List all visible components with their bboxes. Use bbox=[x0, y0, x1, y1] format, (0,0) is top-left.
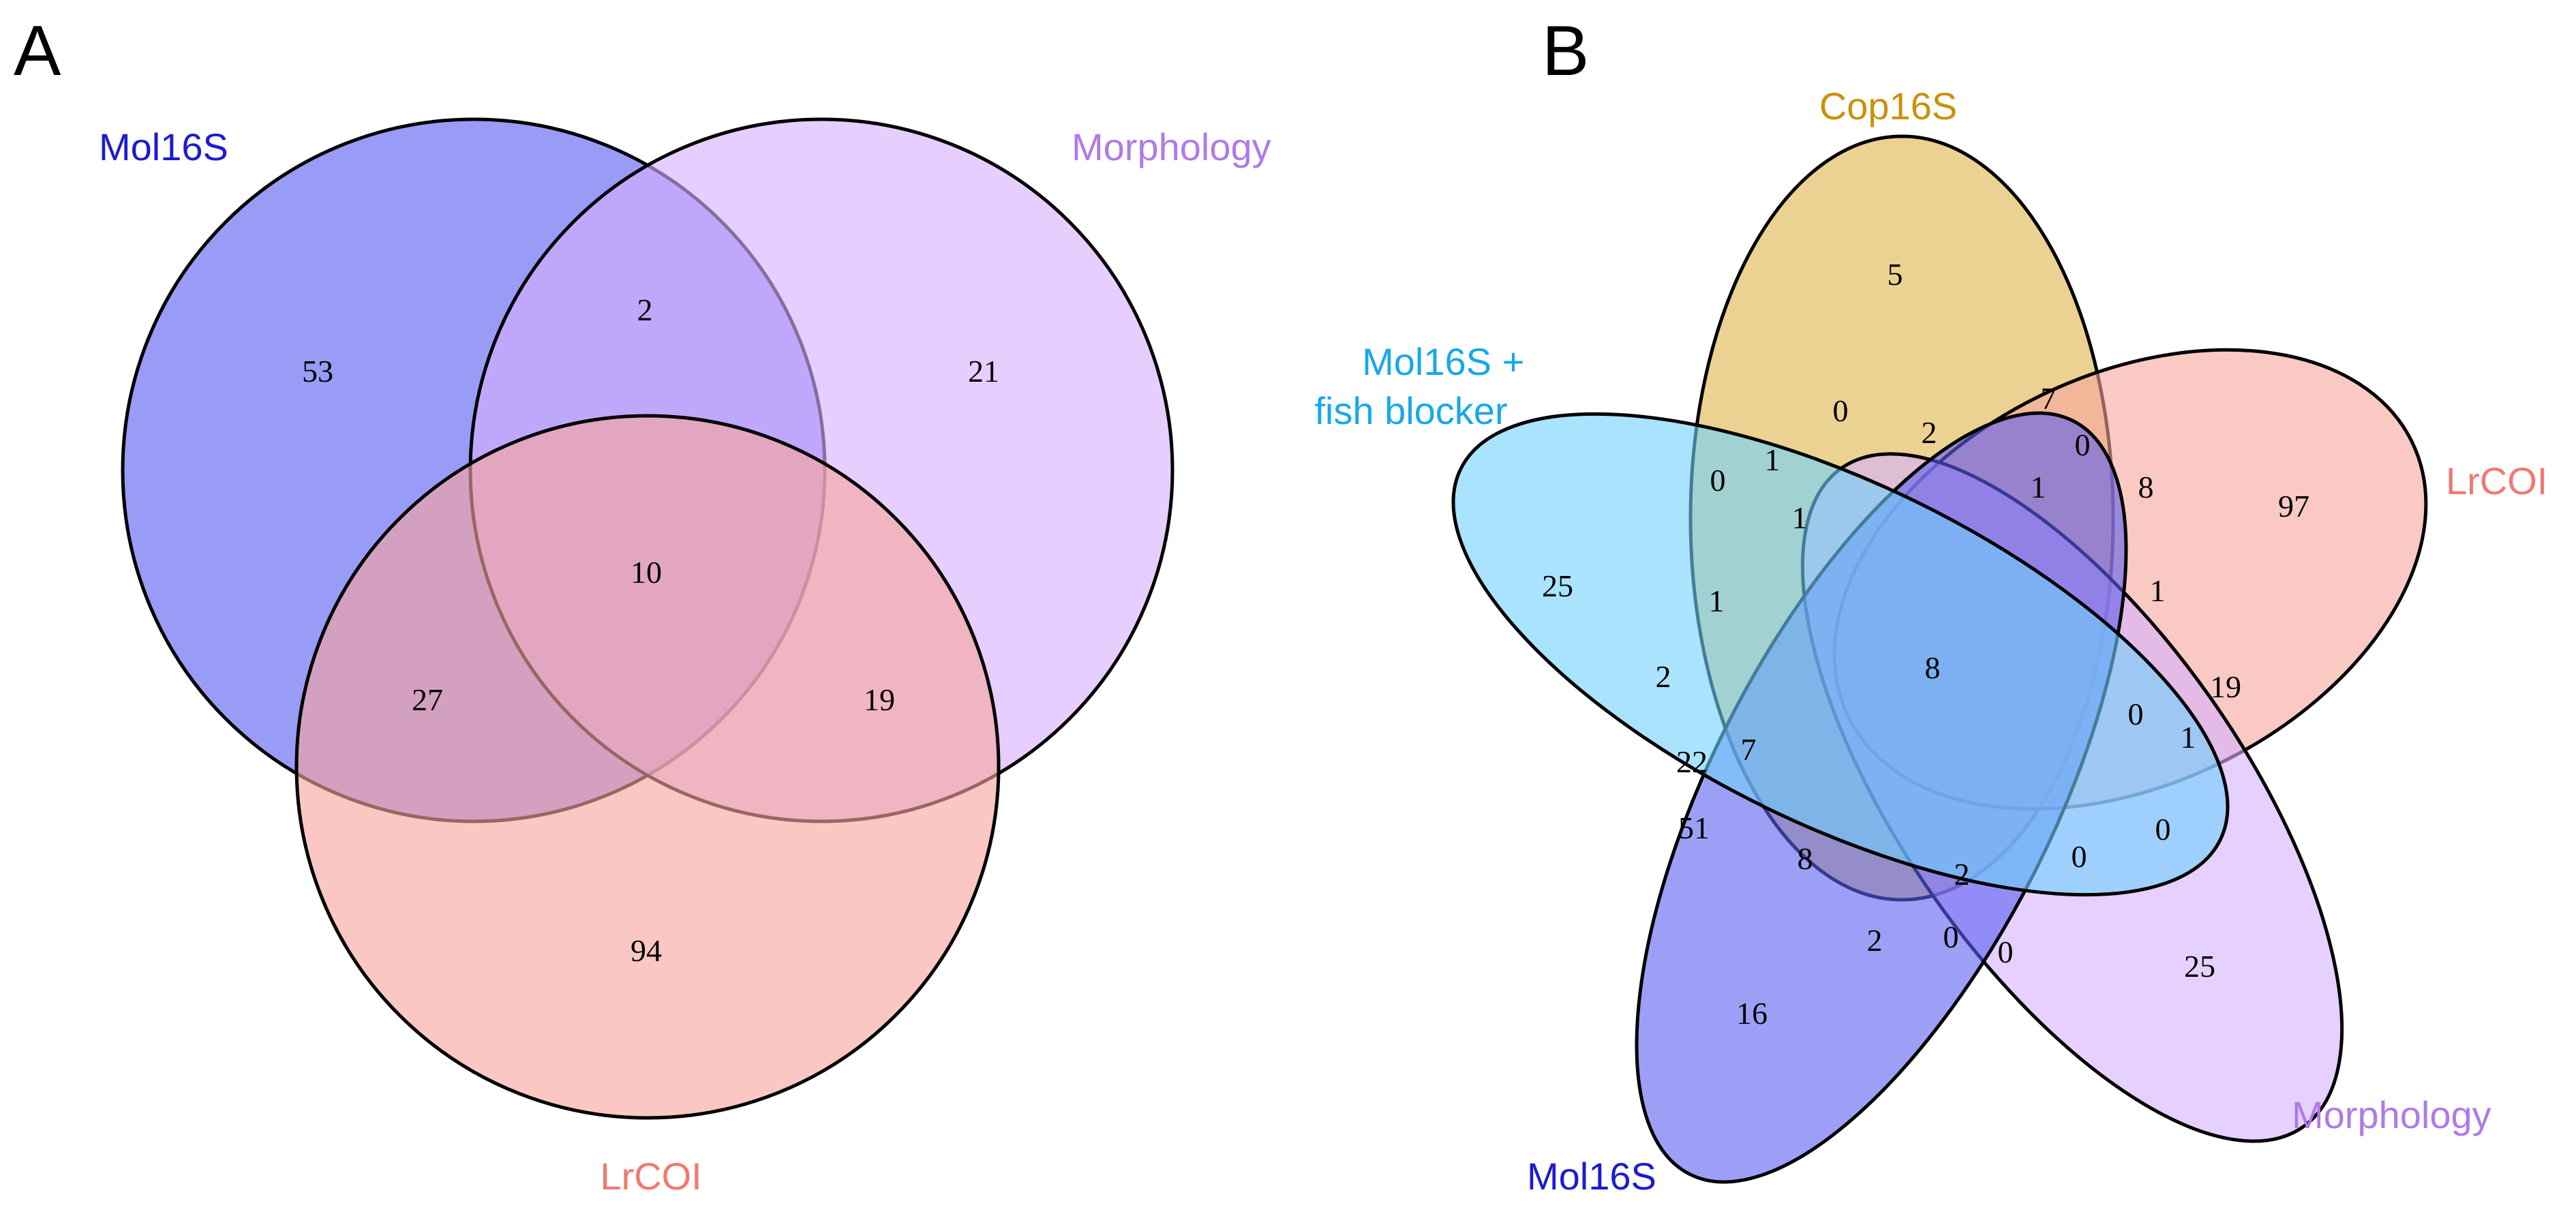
region-count: 97 bbox=[2278, 489, 2309, 523]
region-count: 25 bbox=[2184, 949, 2215, 984]
set-ellipse-mol16s-fish-blocker bbox=[1451, 412, 2230, 897]
region-count: 1 bbox=[1792, 500, 1808, 535]
region-count: 51 bbox=[1678, 810, 1710, 845]
region-count: 1 bbox=[2150, 573, 2166, 608]
set-label-mol16s-fish-blocker-line2: fish blocker bbox=[1314, 389, 1507, 432]
region-count: 0 bbox=[1998, 935, 2014, 969]
region-count: 0 bbox=[1833, 393, 1849, 428]
region-count: 1 bbox=[1765, 442, 1781, 477]
region-count: 8 bbox=[1925, 650, 1941, 685]
region-count: 1 bbox=[1709, 583, 1725, 618]
region-count: 22 bbox=[1676, 744, 1708, 779]
count-morphology-lrcoi: 19 bbox=[864, 682, 895, 717]
region-count: 0 bbox=[1710, 463, 1726, 498]
set-label-cop16s: Cop16S bbox=[1819, 85, 1957, 127]
panel-a: A Mol16S Morphology LrCOI 53 21 2 10 27 … bbox=[14, 12, 1271, 1198]
panel-b: B Cop16S LrCOI Morphology Mol16S Mol16S … bbox=[1314, 12, 2547, 1198]
panel-b-letter: B bbox=[1542, 12, 1589, 91]
region-count: 0 bbox=[2155, 812, 2171, 847]
panel-a-letter: A bbox=[14, 12, 61, 91]
set-label-mol16s-fish-blocker: Mol16S + fish blocker bbox=[1314, 340, 1534, 432]
region-count: 0 bbox=[1943, 920, 1959, 954]
region-count: 1 bbox=[2181, 720, 2196, 755]
region-count: 0 bbox=[2128, 697, 2144, 731]
set-label-lrcoi-b: LrCOI bbox=[2446, 459, 2547, 502]
set-label-lrcoi: LrCOI bbox=[600, 1155, 701, 1198]
set-circle-lrcoi bbox=[294, 414, 1001, 1120]
region-count: 7 bbox=[2041, 381, 2057, 416]
count-all-three: 10 bbox=[631, 555, 662, 590]
region-count: 2 bbox=[1867, 923, 1883, 958]
region-count: 19 bbox=[2210, 669, 2241, 704]
region-count: 16 bbox=[1736, 996, 1768, 1031]
region-count: 8 bbox=[2138, 470, 2154, 504]
count-mol16s-morphology: 2 bbox=[637, 292, 653, 327]
region-count: 5 bbox=[1888, 257, 1903, 292]
region-count: 0 bbox=[2075, 427, 2091, 462]
set-label-morphology-b: Morphology bbox=[2292, 1093, 2491, 1136]
region-count: 25 bbox=[1542, 568, 1573, 603]
region-count: 2 bbox=[1922, 415, 1937, 450]
count-lrcoi-only: 94 bbox=[631, 933, 662, 968]
region-count: 2 bbox=[1656, 659, 1671, 694]
set-label-morphology: Morphology bbox=[1072, 125, 1271, 168]
set-label-mol16s: Mol16S bbox=[99, 125, 228, 168]
count-morphology-only: 21 bbox=[968, 354, 999, 389]
region-count: 8 bbox=[1798, 841, 1813, 876]
set-label-mol16s-fish-blocker-line1: Mol16S + bbox=[1362, 340, 1524, 383]
region-count: 7 bbox=[1741, 732, 1757, 767]
region-count: 1 bbox=[2031, 470, 2046, 504]
region-count: 2 bbox=[1954, 857, 1970, 892]
count-mol16s-only: 53 bbox=[302, 354, 333, 389]
count-mol16s-lrcoi: 27 bbox=[412, 682, 443, 717]
region-count: 0 bbox=[2072, 839, 2087, 874]
set-label-mol16s-b: Mol16S bbox=[1527, 1155, 1656, 1198]
